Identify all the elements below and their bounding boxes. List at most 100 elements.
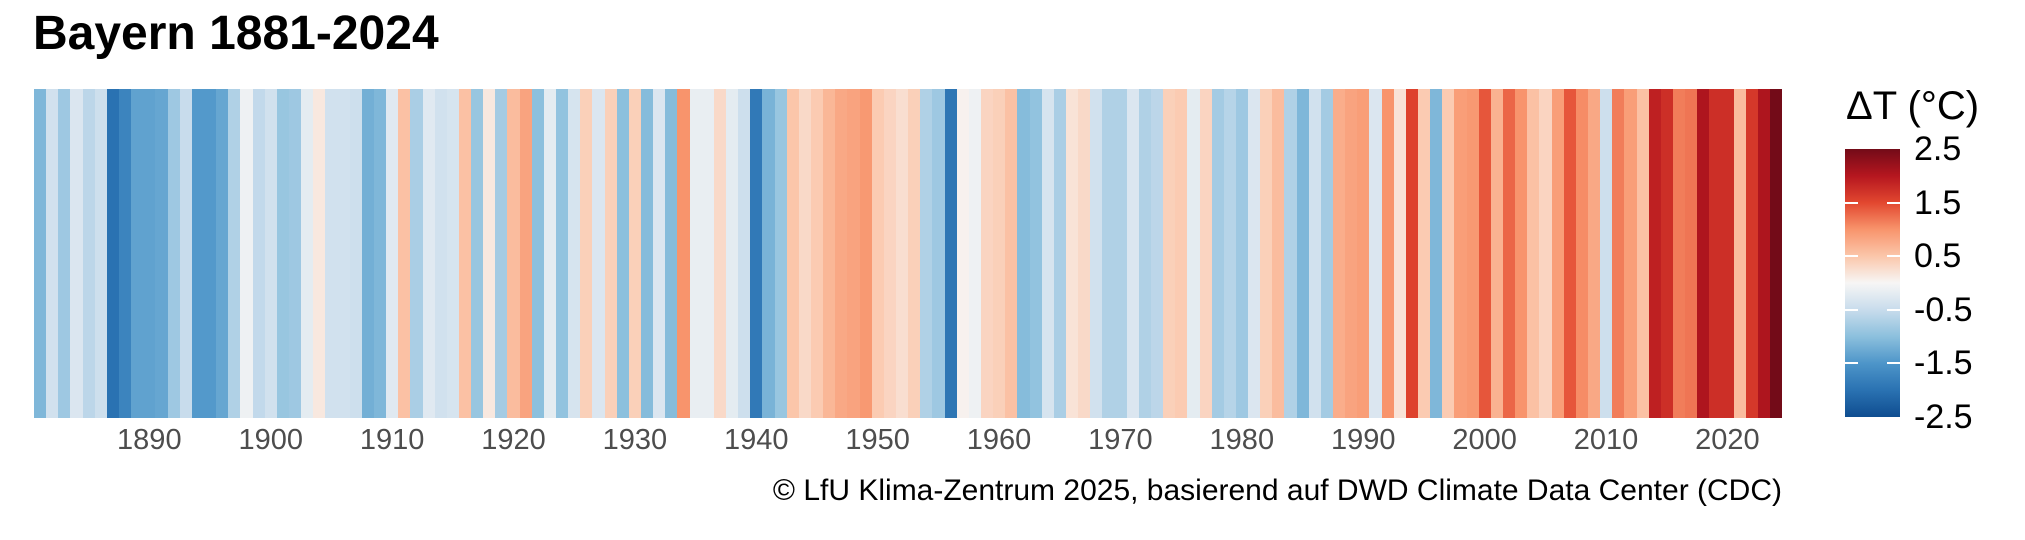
stripe-1913 [422, 89, 435, 418]
stripe-1932 [653, 89, 666, 418]
stripe-1945 [811, 89, 824, 418]
stripe-1971 [1126, 89, 1139, 418]
stripe-1901 [276, 89, 289, 418]
stripe-2017 [1685, 89, 1698, 418]
stripe-1914 [434, 89, 447, 418]
stripe-1958 [968, 89, 981, 418]
chart-title: Bayern 1881-2024 [33, 7, 439, 60]
stripe-1911 [398, 89, 411, 418]
x-axis-tick-label-1970: 1970 [1088, 424, 1153, 456]
stripe-1966 [1065, 89, 1079, 418]
legend: ΔT (°C) 2.5 1.5 0.5 -0.5 -1.5 -2.5 [1830, 80, 2025, 440]
stripe-1967 [1078, 89, 1091, 418]
x-axis-tick-label-1990: 1990 [1330, 424, 1396, 456]
stripe-1942 [774, 89, 787, 418]
x-axis-tick-label-2010: 2010 [1573, 424, 1639, 456]
stripe-2007 [1563, 89, 1576, 418]
legend-tick-label-2.5: 2.5 [1914, 130, 1962, 168]
stripe-1997 [1442, 89, 1455, 418]
legend-tick-dash [1887, 255, 1900, 258]
stripe-1895 [203, 89, 217, 418]
legend-tick-dash [1845, 201, 1858, 204]
stripe-1982 [1260, 89, 1273, 418]
stripe-1916 [458, 89, 472, 418]
stripe-1963 [1029, 89, 1042, 418]
stripe-1893 [179, 89, 192, 418]
stripe-1974 [1163, 89, 1176, 418]
stripe-1952 [895, 89, 909, 418]
legend-colorbar [1845, 149, 1900, 417]
stripe-1937 [713, 89, 727, 418]
stripe-1906 [337, 89, 350, 418]
stripe-1918 [483, 89, 496, 418]
stripe-1991 [1369, 89, 1382, 418]
stripe-1924 [556, 89, 569, 418]
stripes-plot [34, 89, 1783, 418]
stripe-2011 [1612, 89, 1625, 418]
stripe-1946 [823, 89, 836, 418]
legend-tick-label-0.5: 0.5 [1914, 237, 1962, 276]
stripe-1888 [118, 89, 132, 418]
stripe-1938 [726, 89, 739, 418]
stripe-1989 [1345, 89, 1358, 418]
legend-title: ΔT (°C) [1846, 84, 1980, 128]
stripe-1891 [155, 89, 168, 418]
stripe-2010 [1600, 89, 1613, 418]
stripe-1983 [1272, 89, 1285, 418]
caption: © LfU Klima-Zentrum 2025, basierend auf … [772, 474, 1782, 507]
stripe-1951 [883, 89, 896, 418]
stripe-1922 [531, 89, 544, 418]
stripe-1944 [798, 89, 811, 418]
stripe-1897 [228, 89, 241, 418]
stripe-1972 [1138, 89, 1151, 418]
stripe-2016 [1672, 89, 1686, 418]
stripe-1931 [641, 89, 654, 418]
stripe-1969 [1102, 89, 1115, 418]
stripe-2002 [1503, 89, 1516, 418]
stripe-1935 [689, 89, 702, 418]
legend-tick-dash [1845, 308, 1858, 311]
legend-tick-dash [1887, 308, 1900, 311]
stripe-2024 [1770, 89, 1783, 418]
legend-tick-label--2.5: -2.5 [1914, 398, 1973, 436]
stripe-1883 [58, 89, 71, 418]
stripe-1986 [1308, 89, 1321, 418]
stripe-1889 [131, 89, 144, 418]
stripe-1940 [750, 89, 763, 418]
stripe-1890 [143, 89, 156, 418]
stripe-1998 [1454, 89, 1467, 418]
stripe-1903 [301, 89, 314, 418]
stripe-1898 [240, 89, 253, 418]
x-axis-tick-label-1960: 1960 [966, 424, 1032, 456]
stripe-1943 [786, 89, 799, 418]
stripe-1961 [1005, 89, 1018, 418]
stripe-1899 [252, 89, 265, 418]
x-axis-tick-label-1980: 1980 [1209, 424, 1275, 456]
stripe-1885 [82, 89, 95, 418]
stripe-1996 [1430, 89, 1443, 418]
stripe-1900 [264, 89, 277, 418]
stripe-1887 [106, 89, 119, 418]
stripe-1955 [932, 89, 945, 418]
stripe-1993 [1393, 89, 1406, 418]
legend-tick-label--1.5: -1.5 [1914, 344, 1973, 383]
stripe-1930 [628, 89, 642, 418]
stripe-1912 [410, 89, 423, 418]
stripe-1999 [1466, 89, 1479, 418]
stripe-2015 [1660, 89, 1673, 418]
x-axis: 1890 1900 1910 1920 1930 1940 1950 1960 1970 1980… [34, 424, 1782, 458]
x-axis-tick-label-2020: 2020 [1695, 424, 1760, 456]
stripe-1910 [386, 89, 399, 418]
stripe-1941 [762, 89, 775, 418]
stripe-1902 [288, 89, 302, 418]
stripe-1953 [908, 89, 921, 418]
stripe-1907 [349, 89, 362, 418]
stripe-2018 [1697, 89, 1710, 418]
stripe-1970 [1114, 89, 1127, 418]
stripe-1964 [1041, 89, 1054, 418]
legend-tick-dash [1887, 201, 1900, 204]
stripe-1990 [1357, 89, 1370, 418]
stripe-1927 [592, 89, 605, 418]
stripe-2020 [1721, 89, 1734, 418]
x-axis-tick-label-1940: 1940 [723, 424, 789, 456]
